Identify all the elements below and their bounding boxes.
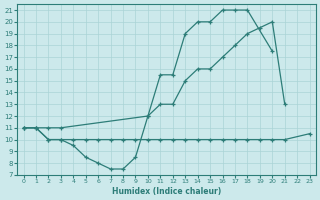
X-axis label: Humidex (Indice chaleur): Humidex (Indice chaleur)	[112, 187, 221, 196]
